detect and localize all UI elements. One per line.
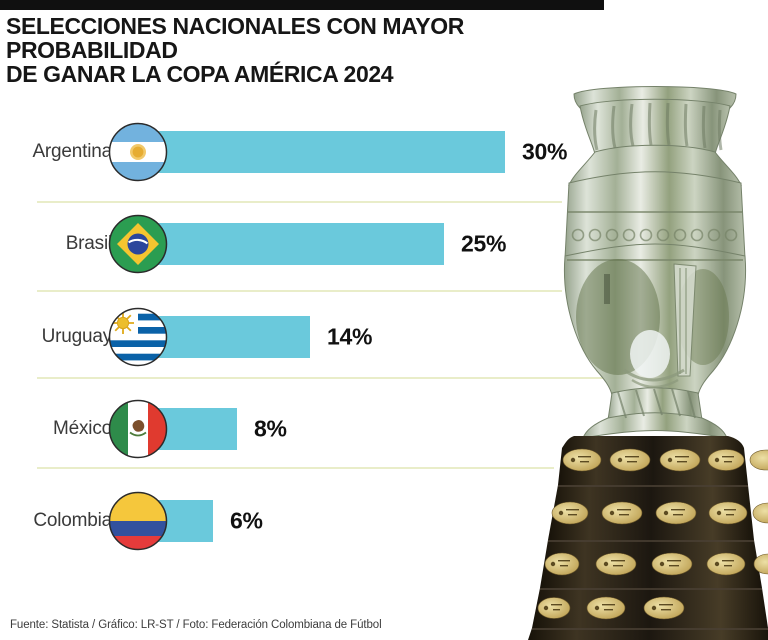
country-label: Uruguay	[41, 326, 113, 347]
probability-bar	[140, 316, 310, 358]
value-label: 25%	[461, 230, 507, 257]
country-label: Colombia	[33, 510, 112, 531]
row-divider	[37, 467, 554, 469]
brasil-flag-icon	[108, 214, 168, 274]
country-label: Brasil	[65, 233, 113, 254]
title-line-2: DE GANAR LA COPA AMÉRICA 2024	[6, 61, 394, 87]
copa-america-trophy-image	[528, 86, 768, 640]
probability-bar	[140, 223, 444, 265]
row-divider	[37, 201, 562, 203]
uruguay-flag-icon	[108, 307, 168, 367]
row-divider	[37, 377, 609, 379]
top-accent-bar	[0, 0, 604, 10]
bar-row-argentina: Argentina 30%	[0, 122, 768, 182]
colombia-flag-icon	[108, 491, 168, 551]
probability-bar	[140, 131, 505, 173]
title-line-1: SELECCIONES NACIONALES CON MAYOR PROBABI…	[6, 13, 464, 63]
page-title: SELECCIONES NACIONALES CON MAYOR PROBABI…	[6, 14, 626, 86]
bar-row-colombia: Colombia 6%	[0, 491, 768, 551]
value-label: 30%	[522, 138, 568, 165]
argentina-flag-icon	[108, 122, 168, 182]
bar-row-mexico: México 8%	[0, 399, 768, 459]
bar-row-uruguay: Uruguay	[0, 307, 768, 367]
country-label: Argentina	[32, 141, 112, 162]
value-label: 14%	[327, 323, 373, 350]
country-label: México	[53, 418, 112, 439]
row-divider	[37, 290, 562, 292]
source-credit: Fuente: Statista / Gráfico: LR-ST / Foto…	[10, 619, 382, 631]
value-label: 6%	[230, 507, 263, 534]
mexico-flag-icon	[108, 399, 168, 459]
bar-row-brasil: Brasil 25%	[0, 214, 768, 274]
value-label: 8%	[254, 415, 287, 442]
